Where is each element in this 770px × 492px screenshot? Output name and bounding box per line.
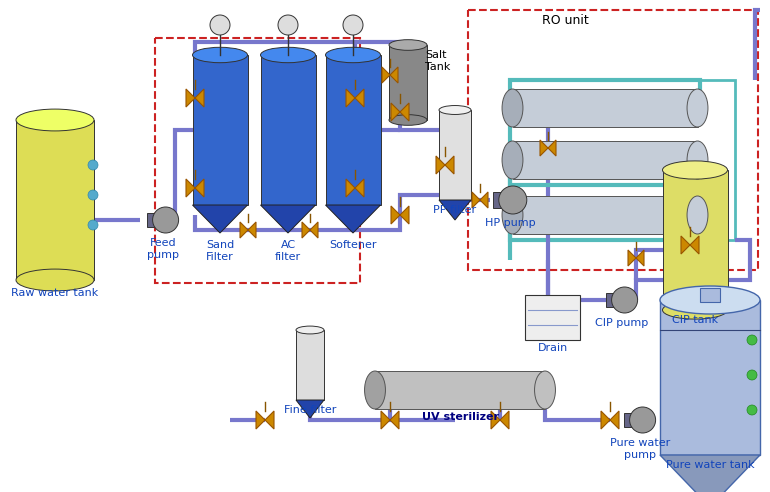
Ellipse shape: [192, 47, 247, 62]
Bar: [660, 300, 760, 455]
Bar: [155, 38, 360, 283]
Bar: [375, 371, 545, 409]
Text: AC
filter: AC filter: [275, 240, 301, 262]
Polygon shape: [491, 411, 509, 429]
Polygon shape: [302, 222, 318, 238]
Bar: [513, 141, 698, 179]
Circle shape: [343, 15, 363, 35]
Bar: [389, 45, 427, 120]
Polygon shape: [628, 250, 644, 266]
Ellipse shape: [439, 105, 471, 115]
Polygon shape: [601, 411, 619, 429]
Ellipse shape: [389, 115, 427, 125]
Polygon shape: [260, 205, 316, 233]
Ellipse shape: [662, 161, 728, 179]
Ellipse shape: [260, 47, 316, 62]
Circle shape: [278, 15, 298, 35]
Bar: [192, 55, 247, 205]
Bar: [525, 295, 580, 340]
Circle shape: [630, 407, 655, 433]
Polygon shape: [296, 400, 324, 418]
Polygon shape: [346, 179, 364, 197]
Bar: [468, 10, 758, 270]
Text: Drain: Drain: [538, 343, 568, 353]
Bar: [607, 293, 622, 307]
Bar: [513, 89, 698, 127]
Ellipse shape: [662, 301, 728, 319]
Polygon shape: [186, 179, 204, 197]
Circle shape: [210, 15, 230, 35]
Circle shape: [747, 335, 757, 345]
Ellipse shape: [16, 269, 94, 291]
Bar: [624, 413, 640, 427]
Bar: [700, 288, 720, 302]
Polygon shape: [256, 411, 274, 429]
Ellipse shape: [502, 196, 523, 234]
Bar: [326, 55, 380, 205]
Text: Sand
Filter: Sand Filter: [206, 240, 234, 262]
Circle shape: [88, 160, 98, 170]
Text: Pure water tank: Pure water tank: [666, 460, 755, 470]
Text: Fine filter: Fine filter: [284, 405, 336, 415]
Bar: [494, 192, 510, 208]
Polygon shape: [436, 156, 454, 174]
Bar: [16, 120, 94, 280]
Ellipse shape: [296, 326, 324, 334]
Ellipse shape: [534, 371, 555, 409]
Polygon shape: [472, 192, 488, 208]
Text: UV sterilizer: UV sterilizer: [421, 412, 498, 422]
Text: Feed
pump: Feed pump: [147, 238, 179, 260]
Ellipse shape: [326, 47, 380, 62]
Polygon shape: [382, 67, 398, 83]
Bar: [296, 330, 324, 400]
Ellipse shape: [687, 89, 708, 127]
Ellipse shape: [660, 286, 760, 314]
Bar: [513, 196, 698, 234]
Polygon shape: [326, 205, 380, 233]
Circle shape: [88, 190, 98, 200]
Bar: [662, 170, 728, 310]
Bar: [260, 55, 316, 205]
Text: Salt
Tank: Salt Tank: [425, 50, 450, 72]
Polygon shape: [391, 206, 409, 224]
Polygon shape: [346, 89, 364, 107]
Bar: [439, 110, 471, 200]
Circle shape: [88, 220, 98, 230]
Ellipse shape: [364, 371, 386, 409]
Text: Softener: Softener: [330, 240, 377, 250]
Ellipse shape: [16, 109, 94, 131]
Polygon shape: [681, 236, 699, 254]
Polygon shape: [240, 222, 256, 238]
Ellipse shape: [687, 196, 708, 234]
Text: HP pump: HP pump: [484, 218, 535, 228]
Text: Raw water tank: Raw water tank: [12, 288, 99, 298]
Polygon shape: [540, 140, 556, 156]
Polygon shape: [439, 200, 471, 220]
Text: RO unit: RO unit: [541, 14, 588, 27]
Text: Pure water
pump: Pure water pump: [610, 438, 670, 460]
Circle shape: [152, 207, 179, 233]
Polygon shape: [192, 205, 247, 233]
Ellipse shape: [502, 141, 523, 179]
Polygon shape: [391, 103, 409, 121]
Polygon shape: [186, 89, 204, 107]
Text: PP filter: PP filter: [434, 205, 477, 215]
Text: CIP tank: CIP tank: [672, 315, 718, 325]
Text: CIP pump: CIP pump: [595, 318, 648, 328]
Ellipse shape: [502, 89, 523, 127]
Bar: [147, 213, 163, 227]
Circle shape: [611, 287, 638, 313]
Circle shape: [747, 370, 757, 380]
Ellipse shape: [389, 40, 427, 50]
Polygon shape: [660, 455, 760, 492]
Polygon shape: [381, 411, 399, 429]
Ellipse shape: [687, 141, 708, 179]
Circle shape: [747, 405, 757, 415]
Circle shape: [499, 186, 527, 214]
